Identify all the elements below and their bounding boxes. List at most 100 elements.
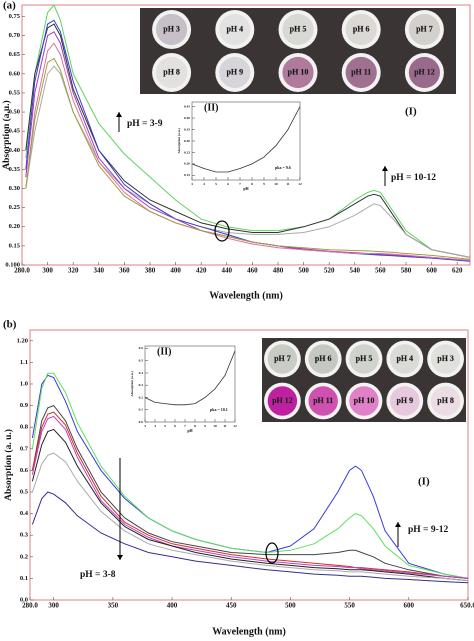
y-tick-label: 1.0 [20,380,28,387]
data-line [25,4,471,258]
x-tick-label: 400 [167,602,178,610]
x-tick-label: 4 [154,424,156,428]
dish-contents [308,344,338,374]
y-tick-label: 0.1 [20,575,28,582]
data-line [31,405,469,579]
x-tick-label: 10 [274,182,278,186]
x-tick-label: 12 [298,182,302,186]
x-tick-label: 300 [42,267,53,275]
y-tick-label: 0.30 [9,185,20,192]
y-axis-label: Absorption (a. u.) [3,429,14,501]
data-line [25,19,471,262]
inset-y-label: Absorption (a.u.) [177,127,181,153]
dish-contents [390,386,420,416]
x-axis-label: Wavelength (nm) [212,626,286,637]
data-line [31,491,469,584]
dish-label: pH 5 [290,24,307,33]
y-axis-label: Absorption (a.u.) [1,100,12,169]
inset-chart: 3 4 5 6 7 8 9 10 11 12 0.15 0.20 0.25 0.30 0.35 0.40 0.4… [177,101,302,191]
chart: 280.0300350400450500550600650.00.00.10.2… [3,319,474,638]
dish-contents [390,344,420,374]
x-tick-label: 360 [119,267,130,275]
y-tick-label: 0.25 [9,204,21,211]
y-tick-label: 0.0 [20,596,28,603]
x-tick-label: 650.0 [460,602,474,610]
y-tick-label: 0.2 [20,553,28,560]
dish-contents [430,344,461,374]
data-line [144,350,236,406]
y-tick-label: 1.20 [17,337,28,344]
dish-label: pH 9 [226,67,243,76]
x-axis-label: Wavelength (nm) [209,290,283,301]
annotation: pH = 3-8 [80,570,116,580]
x-tick-label: 500 [285,602,296,610]
dish-contents [345,13,377,46]
dish-label: pH 12 [272,396,293,405]
y-tick-label: 0.4 [20,510,29,517]
y-tick-label: 0.45 [9,128,21,135]
x-tick-label: 280.0 [14,267,30,275]
x-tick-label: 9 [263,182,265,186]
x-tick-label: 11 [286,182,290,186]
y-tick-label: 0.8 [20,424,29,431]
chart: 280.0 300 320 340 360 380 400 420 440 460 480 500 52… [1,0,471,301]
dish-contents [349,344,379,374]
panel-label: (a) [3,0,16,12]
dish-label: pH 3 [163,24,180,33]
y-tick-label: 0.4 [139,371,144,375]
dish-contents [308,386,338,416]
x-tick-label: 6 [227,182,229,186]
x-tick-label: 8 [194,424,196,428]
arrow-head [382,166,388,171]
data-line [31,415,469,579]
isosbestic-marker [265,542,279,564]
inset-annotation: pka = 10.1 [210,407,228,412]
y-tick-label: 0.20 [184,162,190,166]
data-line [31,372,469,579]
x-tick-label: 340 [94,267,105,275]
y-tick-label: 0.7 [20,445,29,452]
annotation: (I) [405,106,417,118]
inset-title: (II) [204,102,218,113]
annotation: pH = 9-12 [408,525,448,535]
x-tick-label: 3 [191,182,193,186]
dish-label: pH 12 [414,67,435,76]
y-tick-label: 0.6 [139,346,144,350]
x-tick-label: 11 [223,424,227,428]
dish-contents [282,13,314,46]
dish-label: pH 8 [163,67,180,76]
y-tick-label: 0.15 [184,173,190,177]
x-tick-label: 300 [48,602,59,610]
x-tick-label: 6 [174,424,176,428]
x-tick-label: 540 [350,267,361,275]
dish-contents [349,386,379,416]
dish-contents [219,56,251,89]
x-tick-label: 12 [233,424,237,428]
x-tick-label: 4 [203,182,205,186]
y-tick-label: 0.35 [9,166,21,173]
inset-chart: 3 4 5 6 7 8 9 10 11 12 0.0 0.1 0.2 0.3 0.4 0.5 0.6 (II) pk… [130,345,237,433]
data-line [191,106,301,173]
dish-contents [345,56,377,89]
y-tick-label: 0.2 [139,395,144,399]
y-tick-label: 0.6 [20,467,29,474]
y-tick-label: 0.9 [20,402,29,409]
inset-frame [144,345,236,423]
dish-label: pH 3 [437,354,454,363]
inset-frame [191,101,301,181]
dish-contents [430,386,461,416]
dish-contents [156,56,188,89]
data-line [25,23,471,258]
dish-contents [267,386,298,416]
y-tick-label: 0.0 [139,420,144,424]
dish-contents [408,56,440,89]
inset-annotation: pka = 9.6 [275,165,291,170]
x-tick-label: 450 [226,602,237,610]
inset-x-label: pH [187,428,193,433]
y-tick-label: 0.65 [9,51,21,58]
y-tick-label: 0.1 [139,408,144,412]
x-tick-label: 7 [239,182,241,186]
x-tick-label: 460 [247,267,258,275]
y-tick-label: 0.3 [139,383,144,387]
